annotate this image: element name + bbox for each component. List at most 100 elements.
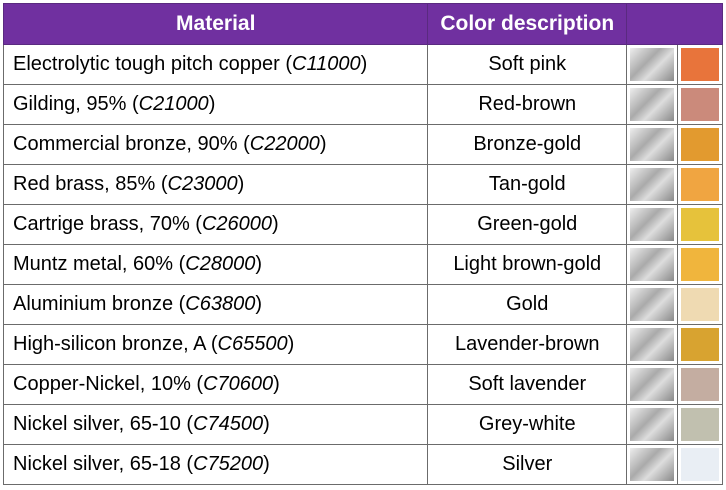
row: Nickel silver, 65-10 (C74500) Grey-white bbox=[2, 404, 723, 445]
material-cell: Commercial bronze, 90% (C22000) bbox=[2, 124, 429, 165]
material-name: Aluminium bronze ( bbox=[13, 293, 186, 315]
color-swatch bbox=[681, 128, 719, 161]
material-close: ) bbox=[287, 333, 295, 355]
image-cell bbox=[626, 404, 679, 445]
alloy-code: C28000 bbox=[185, 253, 256, 275]
alloy-code: C11000 bbox=[292, 53, 361, 75]
material-cell: Red brass, 85% (C23000) bbox=[2, 164, 429, 205]
swatch-cell bbox=[677, 204, 723, 245]
color-description: Soft pink bbox=[427, 44, 628, 85]
material-photo bbox=[630, 88, 675, 121]
material-cell: Gilding, 95% (C21000) bbox=[2, 84, 429, 125]
material-photo bbox=[630, 208, 675, 241]
color-description: Soft lavender bbox=[427, 364, 628, 405]
material-close: ) bbox=[263, 453, 270, 475]
material-cell: High-silicon bronze, A (C65500) bbox=[2, 324, 429, 365]
swatch-cell bbox=[677, 164, 723, 205]
swatch-cell bbox=[677, 84, 723, 125]
row: Nickel silver, 65-18 (C75200) Silver bbox=[2, 444, 723, 485]
material-cell: Cartrige brass, 70% (C26000) bbox=[2, 204, 429, 245]
material-name: Copper-Nickel, 10% ( bbox=[13, 373, 204, 395]
row: Electrolytic tough pitch copper (C11000)… bbox=[2, 44, 723, 85]
material-cell: Electrolytic tough pitch copper (C11000) bbox=[2, 44, 429, 85]
image-cell bbox=[626, 44, 679, 85]
row: Red brass, 85% (C23000) Tan-gold bbox=[2, 164, 723, 205]
header-cell: Material bbox=[2, 3, 429, 45]
image-cell bbox=[626, 84, 679, 125]
alloy-code: C63800 bbox=[185, 293, 256, 315]
image-cell bbox=[626, 324, 679, 365]
material-cell: Nickel silver, 65-10 (C74500) bbox=[2, 404, 429, 445]
material-photo bbox=[630, 408, 675, 441]
material-close: ) bbox=[255, 293, 263, 315]
material-name: Gilding, 95% ( bbox=[13, 93, 139, 115]
row: Aluminium bronze (C63800) Gold bbox=[2, 284, 723, 325]
materials-table: Material Color description Electrolytic … bbox=[2, 3, 723, 485]
color-swatch bbox=[681, 208, 719, 241]
material-photo bbox=[630, 328, 675, 361]
image-cell bbox=[626, 204, 679, 245]
color-swatch bbox=[681, 88, 719, 121]
material-photo bbox=[630, 128, 675, 161]
material-name: Electrolytic tough pitch copper ( bbox=[13, 53, 293, 75]
material-close: ) bbox=[360, 53, 368, 75]
alloy-code: C70600 bbox=[203, 373, 274, 395]
swatch-cell bbox=[677, 324, 723, 365]
color-swatch bbox=[681, 168, 719, 201]
row: Commercial bronze, 90% (C22000) Bronze-go… bbox=[2, 124, 723, 165]
material-photo bbox=[630, 48, 675, 81]
header-row: Material Color description bbox=[2, 3, 723, 45]
material-name: Commercial bronze, 90% ( bbox=[13, 133, 250, 155]
material-cell: Copper-Nickel, 10% (C70600) bbox=[2, 364, 429, 405]
material-photo bbox=[630, 288, 675, 321]
alloy-code: C65500 bbox=[217, 333, 288, 355]
material-cell: Muntz metal, 60% (C28000) bbox=[2, 244, 429, 285]
swatch-cell bbox=[677, 284, 723, 325]
color-description: Lavender-brown bbox=[427, 324, 628, 365]
table-body: Electrolytic tough pitch copper (C11000)… bbox=[2, 44, 723, 485]
color-description: Silver bbox=[427, 444, 628, 485]
image-cell bbox=[626, 364, 679, 405]
swatch-cell bbox=[677, 44, 723, 85]
color-description: Green-gold bbox=[427, 204, 628, 245]
color-swatch bbox=[681, 48, 719, 81]
row: High-silicon bronze, A (C65500) Lavender-… bbox=[2, 324, 723, 365]
color-description: Tan-gold bbox=[427, 164, 628, 205]
alloy-code: C22000 bbox=[249, 133, 320, 155]
material-close: ) bbox=[255, 253, 263, 275]
swatch-cell bbox=[677, 404, 723, 445]
swatch-cell bbox=[677, 444, 723, 485]
material-close: ) bbox=[272, 213, 279, 235]
image-cell bbox=[626, 284, 679, 325]
swatch-cell bbox=[677, 124, 723, 165]
color-swatch bbox=[681, 328, 719, 361]
material-photo bbox=[630, 248, 675, 281]
material-close: ) bbox=[319, 133, 327, 155]
material-name: High-silicon bronze, A ( bbox=[13, 333, 218, 355]
material-name: Nickel silver, 65-10 ( bbox=[13, 413, 194, 435]
color-description: Gold bbox=[427, 284, 628, 325]
image-cell bbox=[626, 244, 679, 285]
material-name: Nickel silver, 65-18 ( bbox=[13, 453, 194, 475]
alloy-code: C26000 bbox=[201, 213, 273, 235]
row: Copper-Nickel, 10% (C70600) Soft lavender bbox=[2, 364, 723, 405]
image-cell bbox=[626, 164, 679, 205]
image-cell bbox=[626, 124, 679, 165]
swatch-cell bbox=[677, 244, 723, 285]
color-description: Light brown-gold bbox=[427, 244, 628, 285]
header-cell bbox=[626, 3, 723, 45]
material-photo bbox=[630, 368, 675, 401]
color-description: Grey-white bbox=[427, 404, 628, 445]
color-description: Red-brown bbox=[427, 84, 628, 125]
swatch-cell bbox=[677, 364, 723, 405]
material-close: ) bbox=[208, 93, 216, 115]
color-swatch bbox=[681, 368, 719, 401]
alloy-code: C21000 bbox=[138, 93, 209, 115]
material-close: ) bbox=[273, 373, 280, 395]
row: Gilding, 95% (C21000) Red-brown bbox=[2, 84, 723, 125]
material-close: ) bbox=[237, 173, 245, 195]
material-name: Red brass, 85% ( bbox=[13, 173, 168, 195]
alloy-code: C75200 bbox=[193, 453, 264, 475]
material-name: Muntz metal, 60% ( bbox=[13, 253, 186, 275]
